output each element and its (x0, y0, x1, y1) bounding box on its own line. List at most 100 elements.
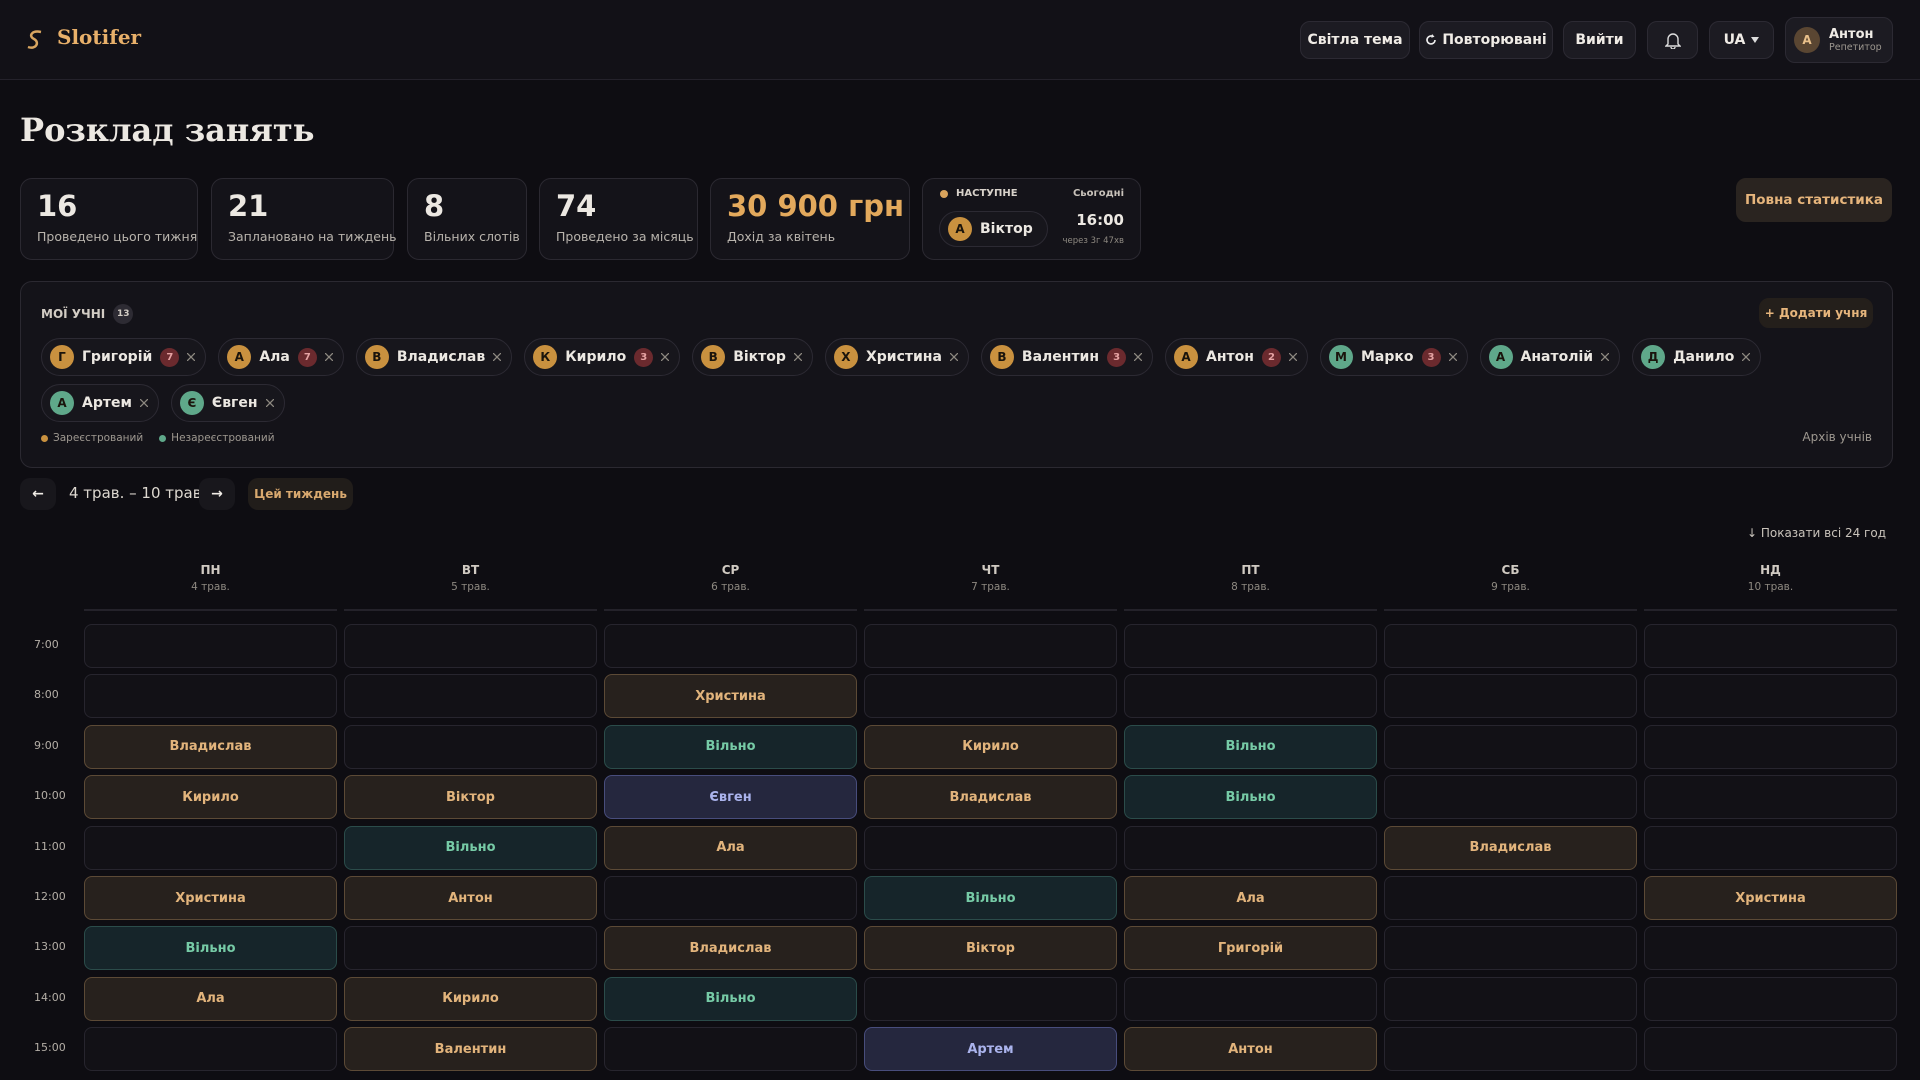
empty-slot[interactable] (1384, 926, 1637, 971)
empty-slot[interactable] (604, 624, 857, 668)
next-student[interactable]: А Віктор (939, 211, 1048, 247)
lesson-slot[interactable]: Артем (864, 1027, 1117, 1072)
empty-slot[interactable] (1644, 775, 1897, 820)
lesson-slot[interactable]: Кирило (864, 724, 1117, 769)
student-chip[interactable]: А Антон 2 (1165, 338, 1308, 376)
empty-slot[interactable] (1384, 976, 1637, 1021)
lesson-slot[interactable]: Кирило (344, 976, 597, 1021)
empty-slot[interactable] (864, 976, 1117, 1021)
student-chip[interactable]: В Віктор (692, 338, 813, 376)
empty-slot[interactable] (84, 1027, 337, 1072)
student-chip[interactable]: Є Євген (170, 384, 285, 422)
lesson-slot[interactable]: Вільно (604, 976, 857, 1021)
empty-slot[interactable] (1384, 876, 1637, 920)
lesson-slot[interactable]: Вільно (344, 825, 597, 870)
lesson-slot[interactable]: Владислав (1384, 825, 1637, 870)
empty-slot[interactable] (864, 624, 1117, 668)
remove-icon[interactable] (1448, 353, 1457, 361)
remove-icon[interactable] (1601, 353, 1610, 361)
student-chip[interactable]: А Ала 7 (218, 338, 344, 376)
empty-slot[interactable] (1644, 724, 1897, 769)
empty-slot[interactable] (1644, 976, 1897, 1021)
empty-slot[interactable] (1124, 624, 1377, 668)
empty-slot[interactable] (1124, 825, 1377, 870)
empty-slot[interactable] (84, 825, 337, 870)
lesson-slot[interactable]: Владислав (604, 926, 857, 971)
empty-slot[interactable] (1644, 825, 1897, 870)
lesson-slot[interactable]: Антон (344, 876, 597, 920)
add-student-button[interactable]: + Додати учня (1759, 298, 1873, 328)
empty-slot[interactable] (1644, 674, 1897, 719)
lesson-slot[interactable]: Христина (1644, 876, 1897, 920)
logout-button[interactable]: Вийти (1563, 21, 1636, 59)
prev-week[interactable]: ← (20, 478, 56, 510)
lesson-slot[interactable]: Ала (604, 825, 857, 870)
remove-icon[interactable] (1288, 353, 1297, 361)
empty-slot[interactable] (1644, 1027, 1897, 1072)
next-week[interactable]: → (199, 478, 235, 510)
recurring-button[interactable]: Повторювані (1419, 21, 1553, 59)
empty-slot[interactable] (1644, 624, 1897, 668)
lesson-slot[interactable]: Христина (604, 674, 857, 719)
empty-slot[interactable] (84, 624, 337, 668)
empty-slot[interactable] (1384, 1027, 1637, 1072)
lesson-slot[interactable]: Вільно (1124, 724, 1377, 769)
remove-icon[interactable] (265, 399, 274, 407)
lesson-slot[interactable]: Віктор (344, 775, 597, 820)
user-menu[interactable]: А Антон Репетитор (1785, 17, 1893, 63)
empty-slot[interactable] (864, 674, 1117, 719)
lesson-slot[interactable]: Вільно (1124, 775, 1377, 820)
language-button[interactable]: UA (1709, 21, 1774, 59)
empty-slot[interactable] (1384, 674, 1637, 719)
notifications-button[interactable] (1647, 21, 1698, 59)
lesson-slot[interactable]: Антон (1124, 1027, 1377, 1072)
remove-icon[interactable] (493, 353, 502, 361)
full-stats-button[interactable]: Повна статистика (1736, 178, 1892, 222)
student-chip[interactable]: А Анатолій (1479, 338, 1621, 376)
archive-link[interactable]: Архів учнів (1802, 430, 1872, 444)
empty-slot[interactable] (604, 876, 857, 920)
empty-slot[interactable] (1384, 624, 1637, 668)
student-chip[interactable]: А Артем (41, 384, 159, 422)
empty-slot[interactable] (344, 674, 597, 719)
empty-slot[interactable] (1384, 724, 1637, 769)
remove-icon[interactable] (139, 399, 148, 407)
this-week-button[interactable]: Цей тиждень (248, 478, 353, 510)
remove-icon[interactable] (1134, 353, 1143, 361)
theme-button[interactable]: Світла тема (1300, 21, 1410, 59)
remove-icon[interactable] (661, 353, 670, 361)
lesson-slot[interactable]: Григорій (1124, 926, 1377, 971)
remove-icon[interactable] (949, 353, 958, 361)
lesson-slot[interactable]: Валентин (344, 1027, 597, 1072)
lesson-slot[interactable]: Кирило (84, 775, 337, 820)
remove-icon[interactable] (793, 353, 802, 361)
empty-slot[interactable] (84, 674, 337, 719)
lesson-slot[interactable]: Владислав (864, 775, 1117, 820)
lesson-slot[interactable]: Христина (84, 876, 337, 920)
lesson-slot[interactable]: Ала (84, 976, 337, 1021)
empty-slot[interactable] (1644, 926, 1897, 971)
remove-icon[interactable] (324, 353, 333, 361)
lesson-slot[interactable]: Вільно (84, 926, 337, 971)
empty-slot[interactable] (864, 825, 1117, 870)
lesson-slot[interactable]: Ала (1124, 876, 1377, 920)
lesson-slot[interactable]: Владислав (84, 724, 337, 769)
lesson-slot[interactable]: Вільно (864, 876, 1117, 920)
student-chip[interactable]: К Кирило 3 (524, 338, 681, 376)
empty-slot[interactable] (1124, 976, 1377, 1021)
student-chip[interactable]: М Марко 3 (1319, 338, 1468, 376)
empty-slot[interactable] (604, 1027, 857, 1072)
student-chip[interactable]: Х Христина (824, 338, 969, 376)
remove-icon[interactable] (187, 353, 196, 361)
student-chip[interactable]: Г Григорій 7 (41, 338, 207, 376)
student-chip[interactable]: Д Данило (1632, 338, 1762, 376)
empty-slot[interactable] (344, 624, 597, 668)
empty-slot[interactable] (1124, 674, 1377, 719)
student-chip[interactable]: В Владислав (355, 338, 513, 376)
lesson-slot[interactable]: Віктор (864, 926, 1117, 971)
lesson-slot[interactable]: Вільно (604, 724, 857, 769)
empty-slot[interactable] (344, 724, 597, 769)
remove-icon[interactable] (1742, 353, 1751, 361)
empty-slot[interactable] (344, 926, 597, 971)
lesson-slot[interactable]: Євген (604, 775, 857, 820)
